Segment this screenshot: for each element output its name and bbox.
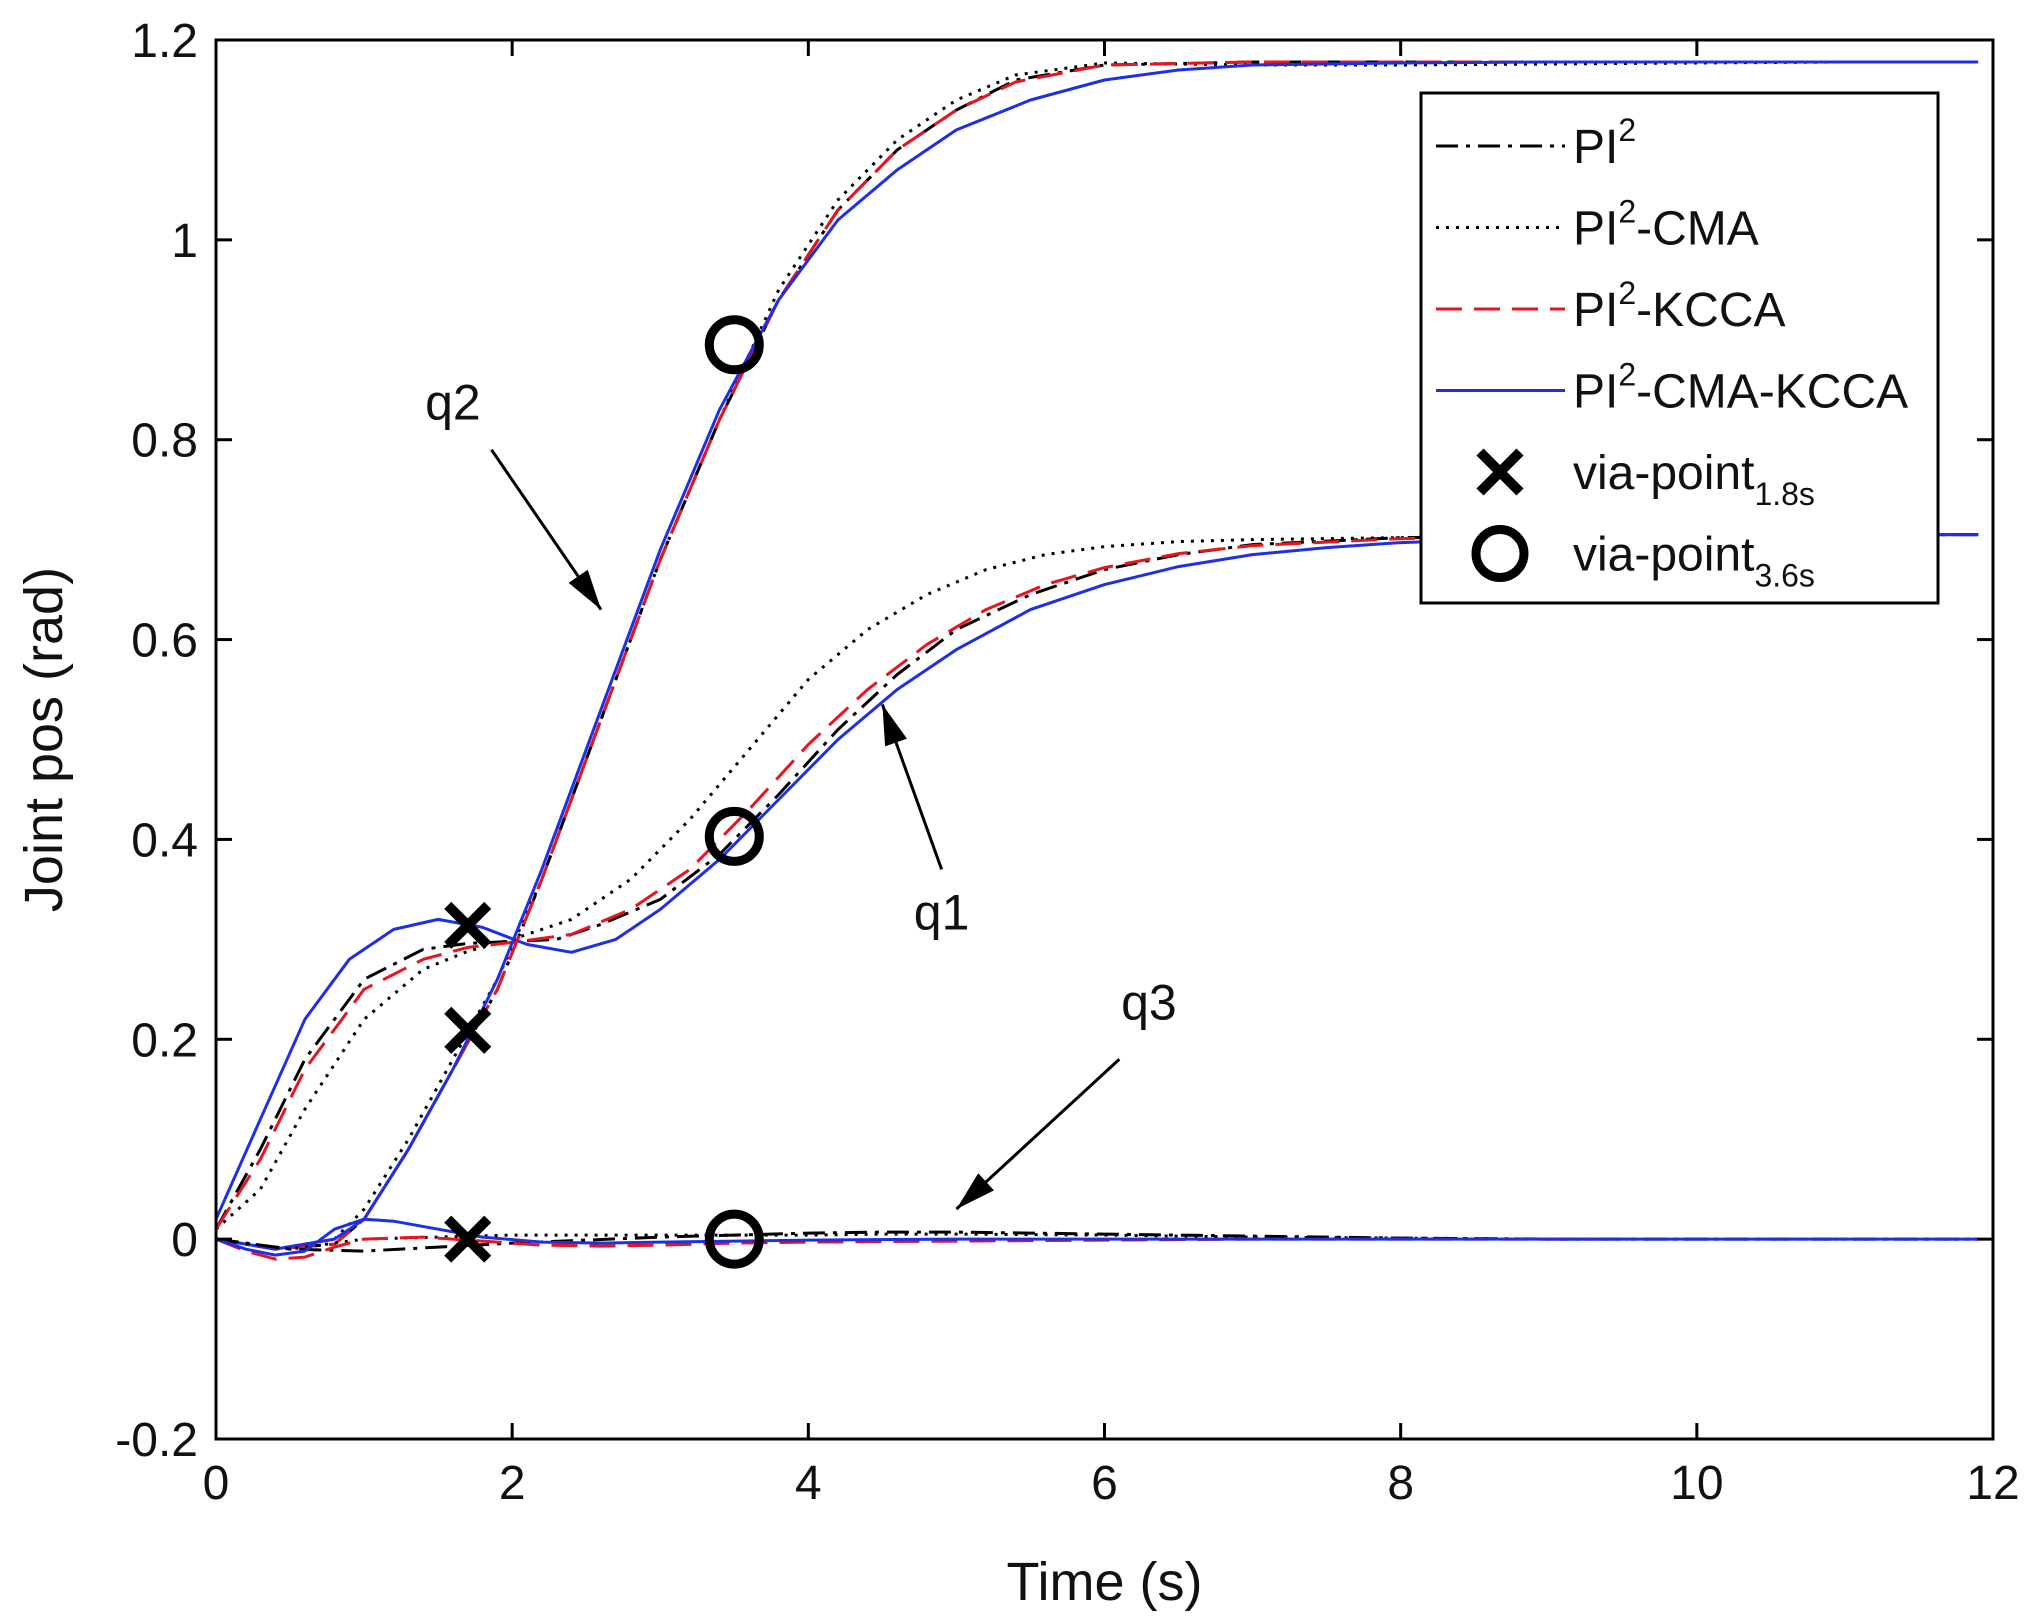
x-tick-label-12: 12: [1966, 1457, 2019, 1510]
legend-label-3: PI2-CMA-KCCA: [1573, 357, 1908, 419]
y-axis-label: Joint pos (rad): [14, 567, 74, 912]
series-line-1: [214, 533, 1979, 1231]
series-line-7: [215, 60, 1979, 1251]
annotation-arrowhead-q2: [568, 569, 602, 610]
legend-label-base: via-point: [1573, 529, 1754, 582]
via-point-3.6s-2: [704, 1209, 764, 1269]
legend-marker-x: [1476, 448, 1524, 496]
via-point-3.6s-1: [704, 806, 764, 866]
legend-label-sup: 2: [1618, 194, 1636, 230]
legend: PI2PI2-CMAPI2-KCCAPI2-CMA-KCCAvia-point1…: [1419, 91, 1940, 605]
legend-label-sup: 2: [1618, 275, 1636, 311]
annotation-layer: q2 q1 q3: [425, 375, 1177, 1211]
annotation-arrowhead-q3: [956, 1173, 994, 1210]
x-tick-label-2: 2: [499, 1457, 526, 1510]
via-point-1.8s-2: [444, 1215, 492, 1263]
legend-marker-circle: [1471, 525, 1529, 582]
legend-label-suffix: -CMA: [1636, 203, 1759, 256]
legend-label-0: PI2: [1573, 112, 1636, 174]
y-tick-label-0.2: 0.2: [131, 1014, 198, 1067]
y-tick-label-1.2: 1.2: [131, 15, 198, 68]
series-line-8: [215, 1230, 1979, 1253]
legend-label-2: PI2-KCCA: [1573, 275, 1786, 337]
legend-label-base: PI: [1573, 284, 1618, 337]
legend-label-4: via-point1.8s: [1573, 447, 1815, 512]
legend-entry-5: via-point3.6s: [1471, 525, 1815, 594]
via-point-1.8s-0: [444, 901, 492, 949]
y-tick-label-0.8: 0.8: [131, 415, 198, 468]
via-point-layer: [444, 315, 764, 1269]
legend-entry-1: PI2-CMA: [1436, 194, 1759, 256]
legend-label-sup: 2: [1618, 112, 1636, 148]
legend-label-base: via-point: [1573, 447, 1754, 500]
series-line-2: [214, 533, 1979, 1231]
axis-layer: 0 2 4 6 8 10 12-0.200.20.40.60.811.2: [115, 15, 2019, 1510]
series-layer: [214, 60, 1979, 1261]
legend-entry-2: PI2-KCCA: [1436, 275, 1786, 337]
legend-box: [1419, 91, 1940, 605]
legend-label-sup: 2: [1618, 357, 1636, 393]
x-tick-label-8: 8: [1387, 1457, 1414, 1510]
x-tick-label-4: 4: [795, 1457, 822, 1510]
y-tick-label-0.6: 0.6: [131, 615, 198, 668]
annotation-q2: q2: [425, 375, 481, 431]
legend-entry-3: PI2-CMA-KCCA: [1436, 357, 1908, 419]
legend-label-base: PI: [1573, 121, 1618, 174]
x-tick-label-6: 6: [1091, 1457, 1118, 1510]
annotation-arrowhead-q1: [882, 704, 907, 747]
legend-label-base: PI: [1573, 203, 1618, 256]
legend-label-suffix: -CMA-KCCA: [1636, 366, 1908, 419]
y-tick-label-1: 1: [171, 215, 198, 268]
via-point-1.8s-1: [444, 1006, 492, 1054]
annotation-q3: q3: [1121, 974, 1177, 1030]
legend-label-base: PI: [1573, 366, 1618, 419]
legend-entry-4: via-point1.8s: [1476, 447, 1815, 512]
legend-label-suffix: -KCCA: [1636, 284, 1785, 337]
y-tick-label-0.4: 0.4: [131, 814, 198, 867]
y-tick-label-0: 0: [171, 1214, 198, 1267]
x-tick-label-10: 10: [1670, 1457, 1723, 1510]
legend-label-5: via-point3.6s: [1573, 529, 1815, 594]
legend-entry-0: PI2: [1436, 112, 1636, 174]
via-point-3.6s-0: [704, 315, 764, 375]
series-line-3: [214, 533, 1979, 1220]
x-tick-label-0: 0: [203, 1457, 230, 1510]
legend-label-sub: 1.8s: [1754, 476, 1814, 512]
x-axis-label: Time (s): [1007, 1552, 1203, 1612]
series-line-11: [215, 1217, 1979, 1257]
annotation-q1: q1: [914, 884, 970, 940]
legend-label-1: PI2-CMA: [1573, 194, 1759, 256]
y-tick-label--0.2: -0.2: [115, 1414, 198, 1467]
legend-label-sub: 3.6s: [1754, 558, 1814, 594]
